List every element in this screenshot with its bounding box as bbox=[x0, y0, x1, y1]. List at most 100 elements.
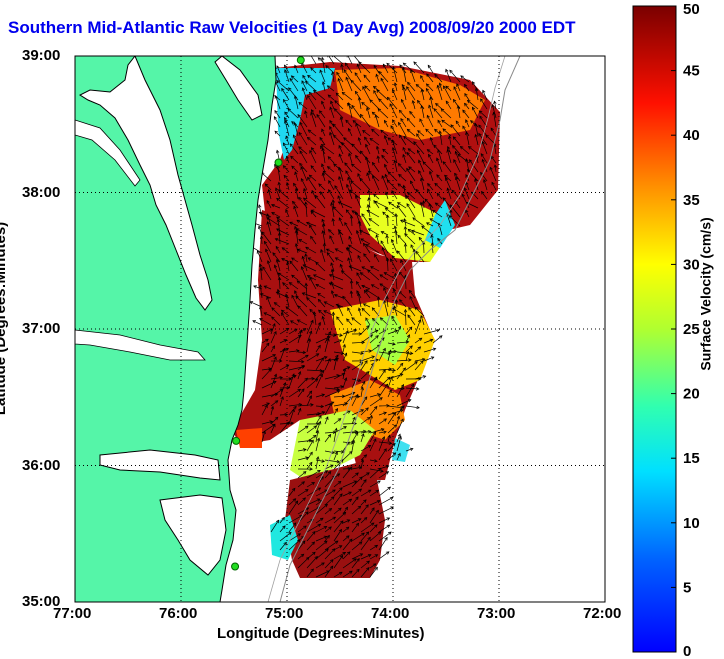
velocity-arrow bbox=[418, 170, 425, 182]
velocity-arrow bbox=[371, 284, 380, 290]
velocity-arrowhead bbox=[339, 493, 343, 497]
velocity-arrow bbox=[431, 234, 434, 245]
velocity-arrowhead bbox=[357, 220, 362, 224]
velocity-arrowhead bbox=[374, 114, 378, 118]
velocity-arrowhead bbox=[317, 420, 322, 425]
velocity-arrow bbox=[257, 250, 263, 263]
velocity-arrowhead bbox=[394, 229, 398, 234]
velocity-arrowhead bbox=[329, 125, 333, 130]
velocity-arrow bbox=[429, 171, 434, 182]
velocity-arrowhead bbox=[434, 73, 438, 78]
velocity-arrowhead bbox=[382, 148, 386, 153]
velocity-arrow bbox=[324, 516, 336, 524]
velocity-arrow bbox=[275, 238, 290, 245]
velocity-arrow bbox=[279, 232, 281, 245]
velocity-arrow bbox=[360, 433, 364, 443]
velocity-arrow bbox=[291, 165, 299, 173]
velocity-arrowhead bbox=[337, 304, 341, 309]
velocity-arrow bbox=[396, 436, 402, 452]
velocity-arrowhead bbox=[366, 209, 370, 213]
velocity-arrowhead bbox=[385, 234, 389, 239]
velocity-arrow bbox=[297, 404, 314, 407]
velocity-arrowhead bbox=[258, 284, 263, 288]
velocity-arrowhead bbox=[333, 108, 338, 112]
velocity-arrow bbox=[345, 77, 353, 92]
velocity-arrow bbox=[360, 522, 375, 533]
velocity-arrowhead bbox=[432, 347, 437, 351]
velocity-arrow bbox=[453, 136, 461, 146]
velocity-arrowhead bbox=[296, 319, 301, 323]
velocity-arrow bbox=[324, 301, 335, 308]
velocity-arrow bbox=[318, 309, 326, 317]
velocity-arrow bbox=[283, 175, 290, 182]
velocity-arrowhead bbox=[387, 171, 392, 175]
velocity-arrowhead bbox=[269, 328, 273, 332]
velocity-arrowhead bbox=[342, 367, 347, 372]
velocity-arrow bbox=[453, 99, 461, 110]
velocity-arrow bbox=[329, 126, 335, 137]
velocity-arrowhead bbox=[338, 507, 342, 512]
velocity-arrowhead bbox=[436, 84, 440, 89]
velocity-arrow bbox=[355, 155, 362, 164]
velocity-arrow bbox=[397, 202, 407, 209]
velocity-vectors bbox=[248, 56, 498, 578]
velocity-arrowhead bbox=[391, 88, 396, 93]
velocity-arrowhead bbox=[339, 487, 343, 491]
velocity-arrow bbox=[445, 85, 452, 92]
velocity-arrowhead bbox=[475, 154, 479, 158]
velocity-arrowhead bbox=[421, 225, 425, 230]
velocity-arrowhead bbox=[289, 221, 293, 225]
velocity-arrow bbox=[324, 475, 336, 488]
velocity-arrowhead bbox=[308, 91, 313, 96]
velocity-arrow bbox=[387, 369, 396, 371]
velocity-arrow bbox=[369, 431, 376, 443]
velocity-arrowhead bbox=[347, 410, 351, 414]
velocity-arrow bbox=[281, 312, 290, 326]
colorbar-tick-label: 40 bbox=[683, 127, 700, 144]
velocity-arrowhead bbox=[444, 177, 449, 181]
velocity-arrow bbox=[417, 150, 425, 164]
velocity-arrow bbox=[378, 296, 380, 308]
velocity-arrowhead bbox=[314, 378, 319, 382]
velocity-arrowhead bbox=[485, 134, 489, 139]
velocity-arrow bbox=[409, 296, 416, 308]
velocity-arrow bbox=[324, 489, 336, 497]
velocity-arrow bbox=[453, 159, 461, 173]
velocity-arrowhead bbox=[427, 188, 431, 192]
velocity-arrow bbox=[315, 430, 319, 443]
velocity-arrow bbox=[427, 188, 434, 200]
velocity-arrowhead bbox=[253, 285, 257, 289]
velocity-arrowhead bbox=[271, 212, 275, 216]
velocity-arrowhead bbox=[386, 403, 390, 408]
velocity-arrowhead bbox=[372, 85, 377, 90]
velocity-arrow bbox=[420, 178, 425, 191]
velocity-arrow bbox=[351, 143, 362, 155]
velocity-arrow bbox=[294, 171, 299, 182]
velocity-arrowhead bbox=[261, 231, 265, 236]
velocity-arrow bbox=[338, 176, 344, 191]
velocity-arrowhead bbox=[326, 166, 331, 170]
velocity-arrowhead bbox=[325, 248, 330, 252]
velocity-arrowhead bbox=[332, 516, 337, 520]
velocity-arrowhead bbox=[391, 190, 395, 194]
velocity-arrow bbox=[284, 69, 290, 83]
velocity-arrow bbox=[369, 524, 378, 533]
velocity-arrowhead bbox=[425, 87, 429, 92]
velocity-arrowhead bbox=[310, 439, 314, 444]
velocity-arrow bbox=[437, 85, 443, 101]
velocity-arrowhead bbox=[284, 116, 288, 121]
velocity-arrow bbox=[298, 146, 308, 155]
velocity-arrow bbox=[331, 269, 335, 281]
velocity-arrowhead bbox=[315, 283, 320, 288]
velocity-arrow bbox=[288, 335, 302, 344]
velocity-arrow bbox=[366, 107, 371, 119]
velocity-arrow bbox=[275, 246, 281, 254]
velocity-arrow bbox=[333, 493, 343, 506]
x-tick-label: 76:00 bbox=[159, 605, 198, 622]
velocity-arrowhead bbox=[387, 137, 391, 141]
velocity-arrow bbox=[401, 99, 407, 110]
velocity-arrowhead bbox=[320, 248, 324, 253]
velocity-arrow bbox=[387, 342, 396, 345]
velocity-arrow bbox=[435, 103, 443, 110]
velocity-arrowhead bbox=[420, 360, 424, 364]
